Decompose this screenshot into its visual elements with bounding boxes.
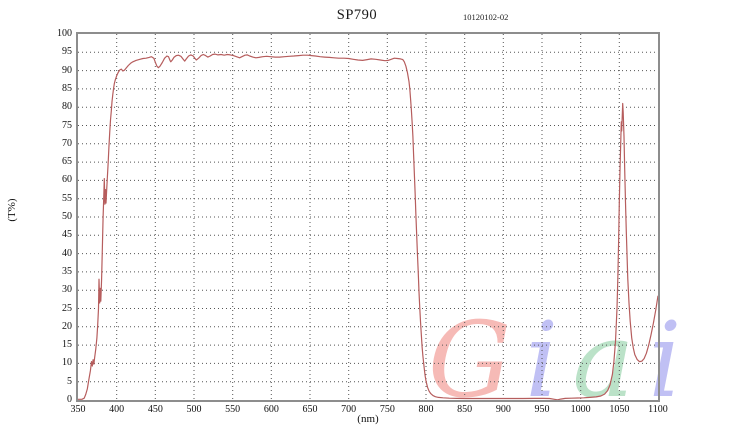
x-tick-label: 500 (186, 404, 202, 415)
y-tick-label: 65 (62, 156, 72, 168)
x-tick-label: 550 (225, 404, 241, 415)
y-tick-label: 45 (62, 229, 72, 241)
y-tick-label: 75 (62, 119, 72, 131)
chart-title: SP790 (336, 7, 378, 23)
x-tick-label: 600 (263, 404, 279, 415)
y-tick-label: 55 (62, 192, 72, 204)
y-tick-label: 25 (62, 302, 72, 314)
x-tick-label: 450 (147, 404, 163, 415)
x-tick-label: 1100 (648, 404, 668, 415)
y-tick-label: 60 (62, 174, 72, 186)
y-tick-label: 10 (62, 357, 72, 369)
plot-area (76, 32, 660, 402)
y-tick-label: 35 (62, 265, 72, 277)
x-tick-label: 950 (534, 404, 550, 415)
x-tick-label: 350 (70, 404, 86, 415)
x-tick-label: 650 (302, 404, 318, 415)
y-tick-label: 80 (62, 101, 72, 113)
y-tick-label: 15 (62, 339, 72, 351)
x-tick-label: 750 (379, 404, 395, 415)
x-axis-label: (nm) (357, 413, 379, 425)
x-tick-label: 900 (495, 404, 511, 415)
y-tick-label: 30 (62, 284, 72, 296)
x-tick-label: 700 (341, 404, 357, 415)
y-tick-label: 100 (57, 28, 72, 39)
y-tick-label: 95 (62, 46, 72, 58)
y-tick-label: 5 (67, 375, 72, 387)
y-tick-label: 85 (62, 82, 72, 94)
y-tick-label: 0 (67, 394, 72, 405)
y-tick-label: 20 (62, 320, 72, 332)
transmission-curve (78, 53, 658, 400)
transmission-curve-svg (78, 34, 658, 400)
doc-number-label: 10120102-02 (463, 12, 509, 22)
y-tick-label: 50 (62, 211, 72, 222)
y-axis-label: (T%) (6, 198, 18, 222)
y-tick-label: 90 (62, 64, 72, 76)
y-tick-label: 70 (62, 137, 72, 149)
x-tick-label: 850 (457, 404, 473, 415)
x-tick-label: 1000 (570, 404, 591, 415)
x-tick-label: 400 (109, 404, 125, 415)
x-tick-label: 1050 (609, 404, 630, 415)
x-tick-label: 800 (418, 404, 434, 415)
y-tick-label: 40 (62, 247, 72, 259)
